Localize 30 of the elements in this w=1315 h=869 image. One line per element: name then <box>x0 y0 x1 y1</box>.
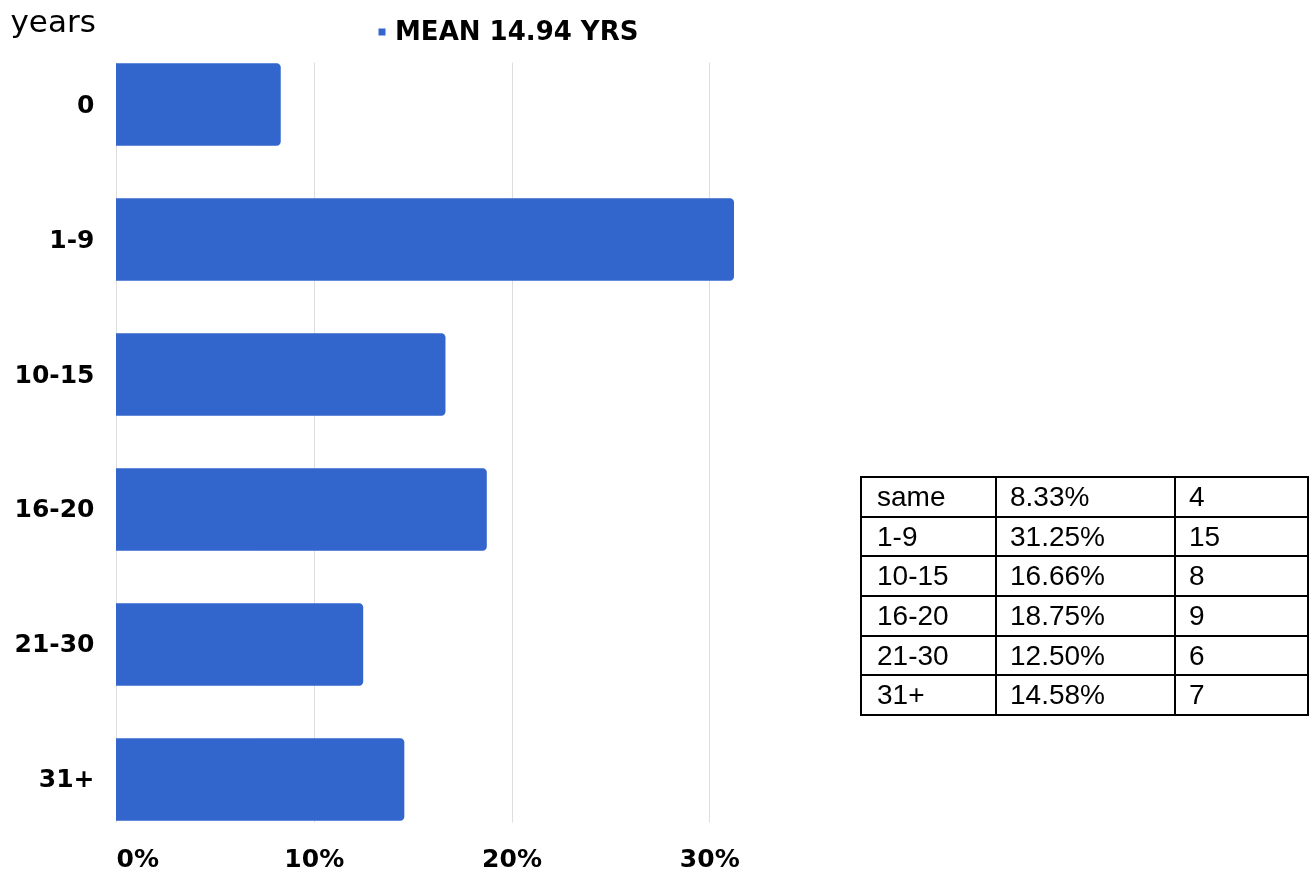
y-tick-label: 31+ <box>38 764 95 794</box>
text: 8.33% <box>1010 480 1090 512</box>
text: 18.75% <box>1010 599 1105 631</box>
x-tick-label: 20% <box>482 843 542 869</box>
legend-label: MEAN 14.94 YRS <box>395 16 639 46</box>
y-tick-label: 21-30 <box>14 629 95 659</box>
text: 16.66% <box>1010 560 1105 592</box>
text: 31.25% <box>1010 520 1105 552</box>
text: 9 <box>1189 599 1205 631</box>
y-tick-label: 1-9 <box>49 224 95 254</box>
category-label: 16-20 <box>877 599 949 631</box>
category-label: 1-9 <box>877 520 918 552</box>
y-tick-label: 0 <box>77 89 95 119</box>
text: 7 <box>1189 679 1205 711</box>
y-tick-label: 10-15 <box>14 359 95 389</box>
category-label: 31+ <box>877 679 925 711</box>
text: 12.50% <box>1010 639 1105 671</box>
category-label: 21-30 <box>877 639 949 671</box>
x-tick-label: 0% <box>116 843 159 869</box>
y-axis-title: years <box>10 2 96 39</box>
y-tick-label: 16-20 <box>14 494 95 524</box>
category-label: same <box>877 480 946 512</box>
category-label: 10-15 <box>877 560 949 592</box>
x-tick-label: 10% <box>284 843 345 869</box>
text: 6 <box>1189 639 1205 671</box>
text: 15 <box>1189 520 1221 552</box>
x-tick-label: 30% <box>679 843 740 869</box>
text: 4 <box>1189 480 1205 512</box>
text: 8 <box>1189 560 1205 592</box>
text: 14.58% <box>1010 679 1105 711</box>
